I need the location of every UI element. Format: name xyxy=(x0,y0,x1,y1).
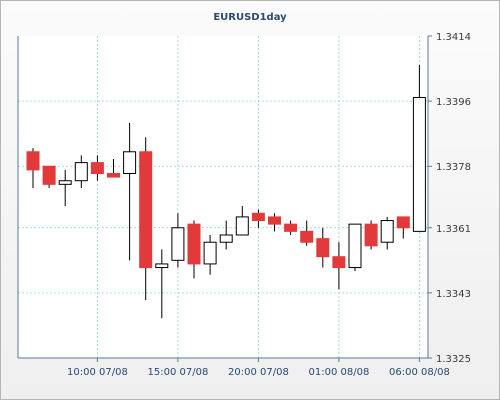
candles xyxy=(26,64,426,319)
y-tick-label: 1.3396 xyxy=(436,97,471,108)
candle xyxy=(316,227,330,268)
candle xyxy=(284,220,298,235)
y-axis-ticks: 1.3414 1.3396 1.3378 1.3361 1.3343 1.3325 xyxy=(428,32,471,365)
candle-body-down xyxy=(284,223,298,232)
candle xyxy=(107,159,120,178)
x-tick-label: 10:00 07/08 xyxy=(67,367,128,378)
candle xyxy=(300,220,314,246)
candle-body-up xyxy=(380,220,394,243)
candle-body-down xyxy=(107,172,120,178)
candle xyxy=(42,165,56,188)
candle xyxy=(219,220,233,250)
y-tick-label: 1.3343 xyxy=(436,289,471,300)
candle-body-down xyxy=(90,162,104,174)
plot-area xyxy=(18,36,428,358)
candle xyxy=(268,213,281,232)
candle-body-down xyxy=(300,230,314,243)
candle xyxy=(251,209,265,228)
y-tick-label: 1.3361 xyxy=(436,224,471,235)
candle-body-down xyxy=(251,212,265,222)
candle-body-up xyxy=(171,227,185,261)
candle-body-down xyxy=(26,151,40,171)
candle-body-down xyxy=(364,223,378,247)
x-tick-label: 06:00 08/08 xyxy=(389,367,450,378)
candle xyxy=(171,213,185,268)
y-tick-label: 1.3325 xyxy=(436,354,471,365)
y-tick-label: 1.3414 xyxy=(436,32,471,43)
candle-body-down xyxy=(268,216,281,225)
candle-body-up xyxy=(123,151,137,174)
candle xyxy=(412,64,426,232)
candle xyxy=(348,223,362,272)
candle xyxy=(380,216,394,250)
candle xyxy=(139,137,153,301)
candle-body-up xyxy=(235,216,249,236)
candle-body-down xyxy=(187,223,201,265)
candle-body-down xyxy=(42,165,56,185)
candle xyxy=(396,216,410,239)
candle-body-down xyxy=(316,238,330,258)
candle-body-up xyxy=(412,97,426,232)
candle-body-up xyxy=(348,223,362,269)
candle xyxy=(235,206,249,236)
candle xyxy=(58,169,72,207)
candle xyxy=(123,122,137,261)
candle xyxy=(187,220,201,279)
candle-body-down xyxy=(396,216,410,229)
y-tick-label: 1.3378 xyxy=(436,162,471,173)
chart-title: EURUSD1day xyxy=(213,12,287,23)
candle xyxy=(203,234,217,275)
x-tick-label: 15:00 07/08 xyxy=(147,367,208,378)
axes xyxy=(17,36,429,359)
candle-body-up xyxy=(203,241,217,265)
candle-body-up xyxy=(58,180,72,185)
candle xyxy=(26,148,40,188)
candle-body-up xyxy=(74,162,88,182)
x-axis-ticks: 10:00 07/08 15:00 07/08 20:00 07/08 01:00 0… xyxy=(67,358,450,378)
candle-body-up xyxy=(155,263,169,269)
x-tick-label: 20:00 07/08 xyxy=(228,367,289,378)
x-tick-label: 01:00 08/08 xyxy=(308,367,369,378)
candle xyxy=(90,155,104,181)
candle-body-up xyxy=(219,234,233,243)
candle xyxy=(155,249,169,319)
candle xyxy=(332,242,346,290)
candle-body-down xyxy=(332,256,346,269)
candle xyxy=(364,220,378,250)
candle xyxy=(74,155,88,188)
candle-body-down xyxy=(139,151,153,269)
